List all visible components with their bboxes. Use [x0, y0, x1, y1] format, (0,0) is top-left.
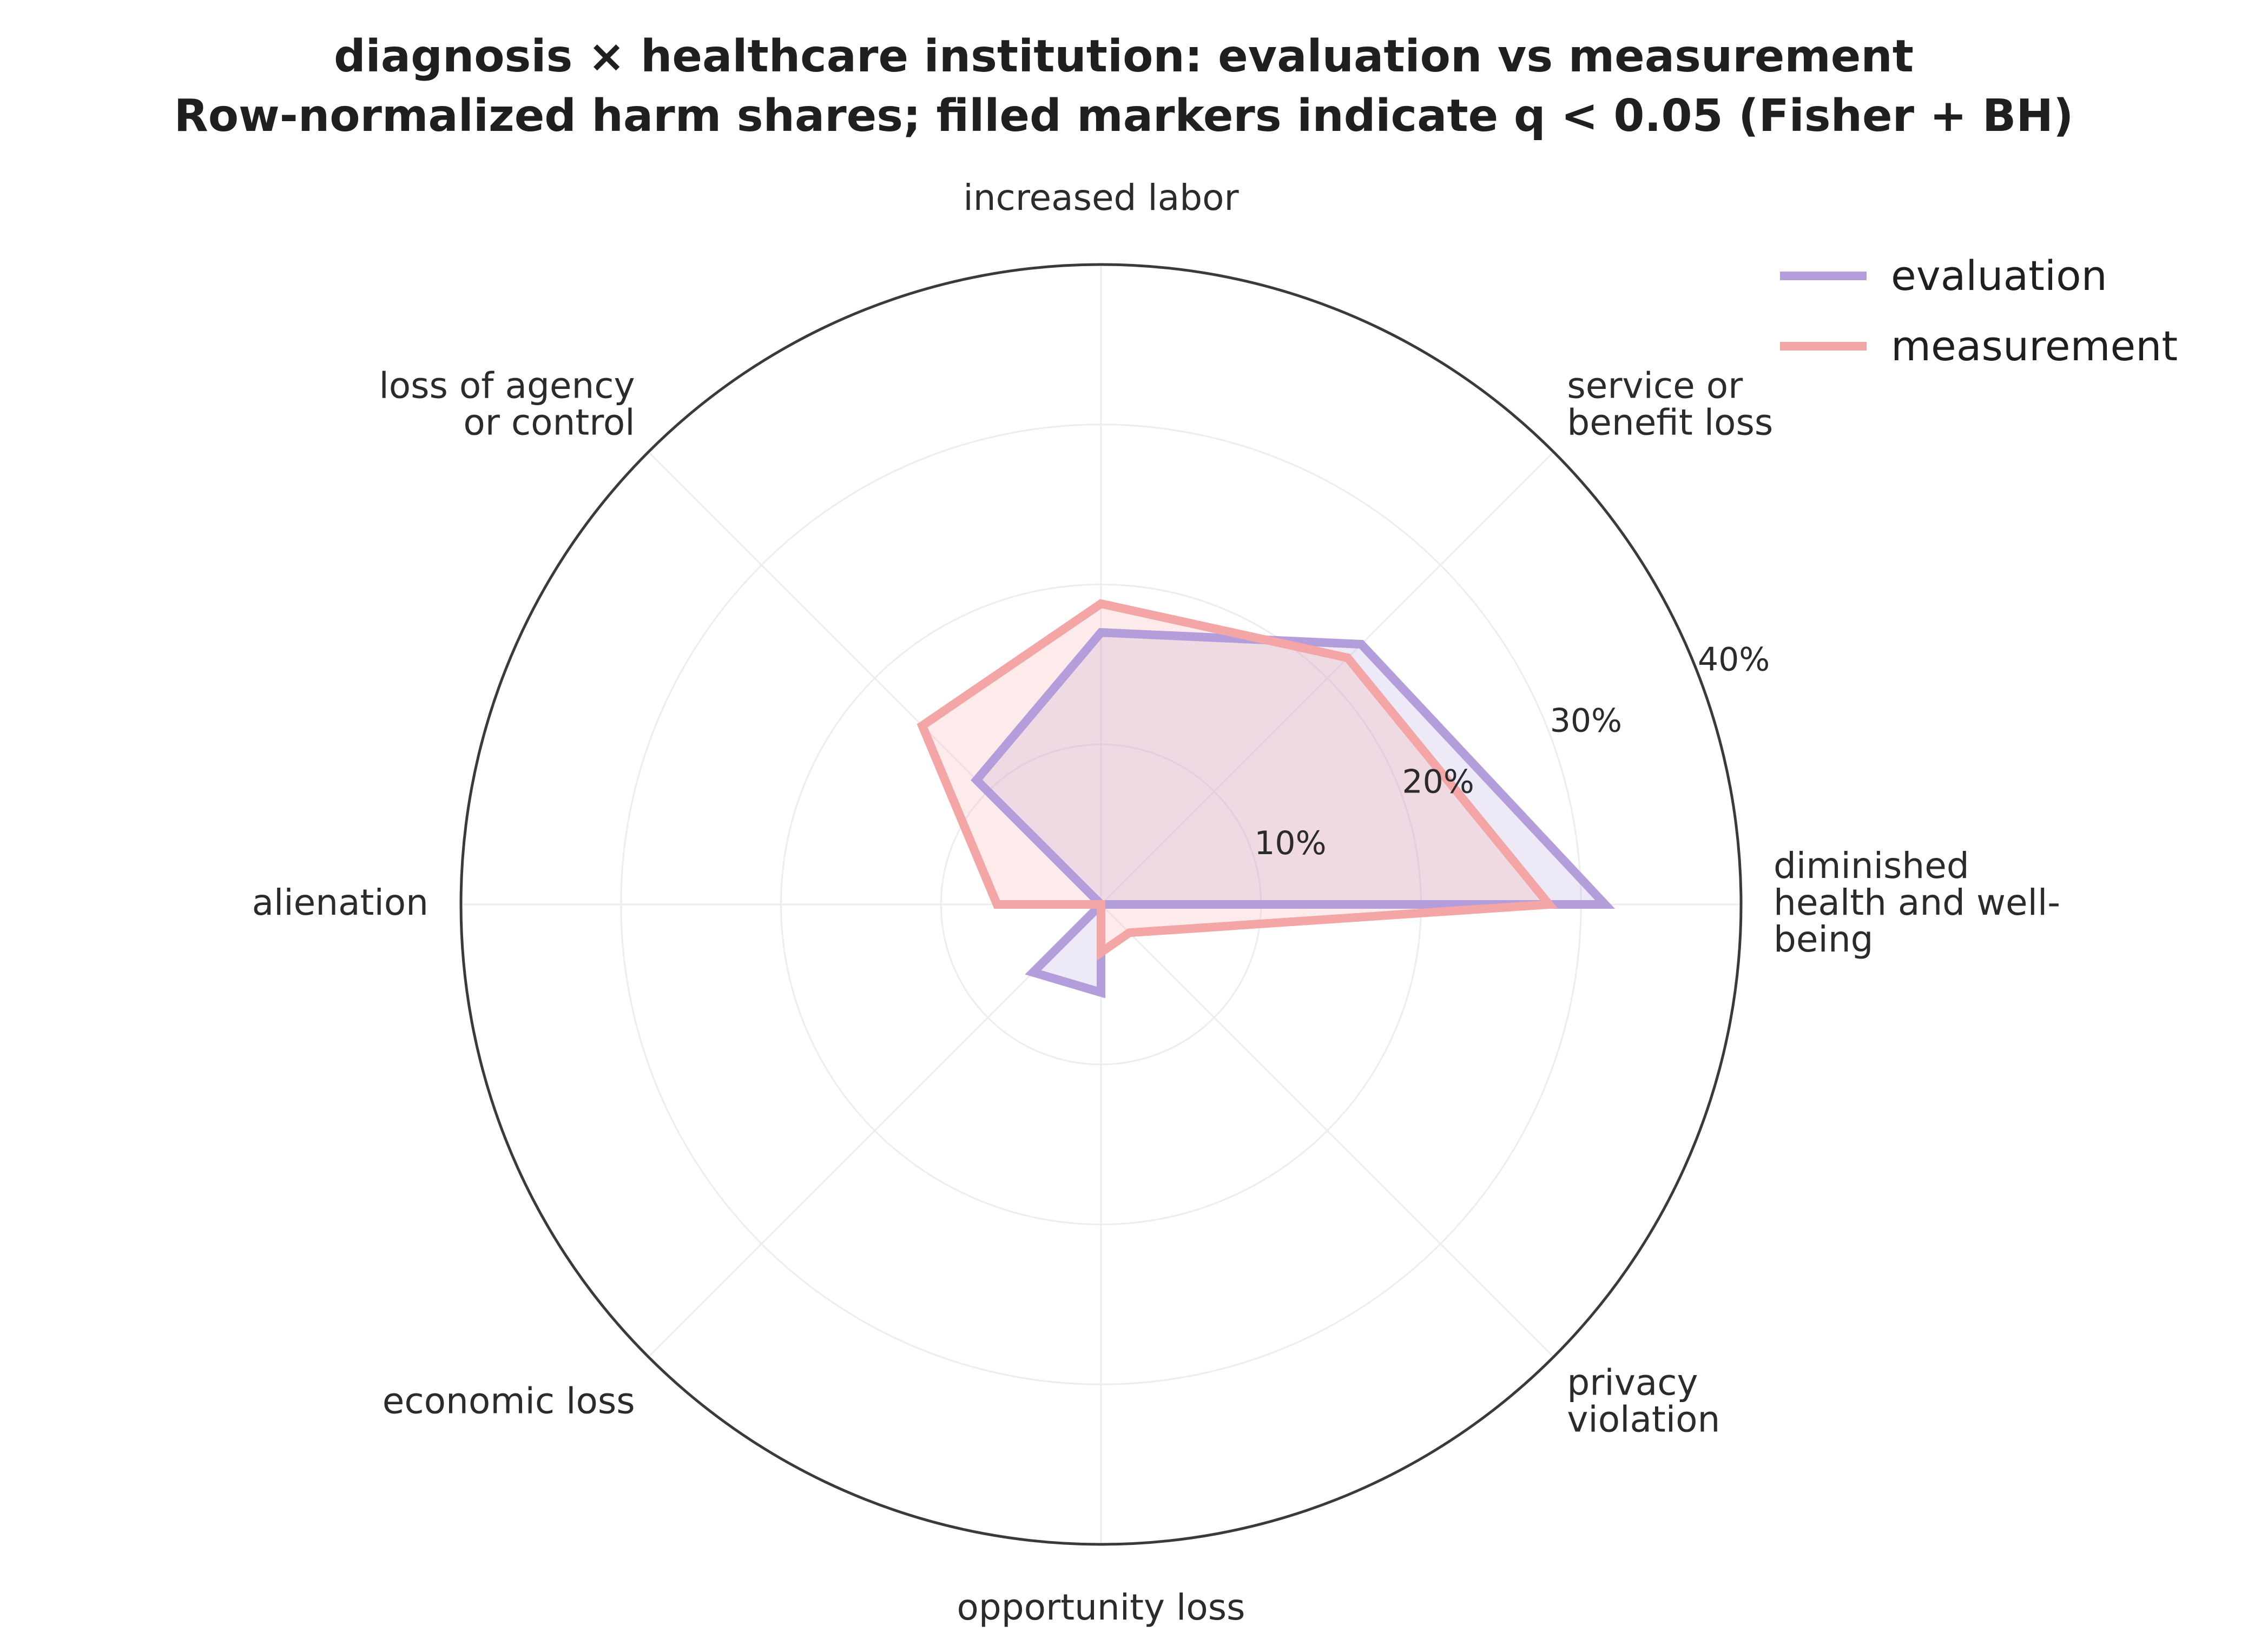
- radial-tick-label: 20%: [1402, 763, 1474, 801]
- outer-frame: [459, 263, 1743, 1546]
- category-label-line: benefit loss: [1567, 402, 1773, 444]
- category-label-line: diminished: [1774, 845, 1969, 887]
- category-label-line: alienation: [252, 882, 428, 923]
- series-fill-measurement: [922, 604, 1550, 953]
- spoke-5: [648, 903, 1102, 1358]
- category-label: alienation: [252, 882, 428, 923]
- radial-tick-label: 40%: [1698, 640, 1770, 678]
- category-label-line: service or: [1567, 365, 1743, 407]
- legend-label: measurement: [1891, 322, 2178, 370]
- category-labels: diminished health and well-being service o…: [252, 177, 2061, 1628]
- spoke-7: [1100, 903, 1554, 1358]
- category-label-line: increased labor: [963, 177, 1239, 219]
- category-label: privacy violation: [1567, 1362, 1720, 1440]
- category-label-line: economic loss: [383, 1380, 635, 1422]
- category-label: economic loss: [383, 1380, 635, 1422]
- radial-tick-label: 30%: [1550, 702, 1622, 739]
- category-label-line: violation: [1567, 1398, 1720, 1440]
- category-label-line: privacy: [1567, 1362, 1698, 1403]
- spoke-1: [1100, 451, 1554, 906]
- outer-circle: [459, 263, 1743, 1546]
- legend: evaluation measurement: [1780, 252, 2178, 370]
- category-label-line: opportunity loss: [957, 1587, 1245, 1628]
- radial-tick-label: 10%: [1254, 824, 1326, 862]
- radial-tick-labels: 10% 20% 30% 40%: [1254, 640, 1770, 862]
- category-label-line: being: [1774, 918, 1874, 960]
- legend-label: evaluation: [1891, 252, 2107, 300]
- category-label-line: or control: [463, 402, 635, 444]
- category-label-line: loss of agency: [379, 365, 635, 407]
- category-label: loss of agency or control: [379, 365, 635, 444]
- chart-subtitle: Row-normalized harm shares; filled marke…: [174, 90, 2074, 142]
- category-label: increased labor: [963, 177, 1239, 219]
- series-polygons: [917, 599, 1616, 999]
- category-label: diminished health and well-being: [1774, 845, 2060, 960]
- category-label-line: health and well-: [1774, 882, 2060, 923]
- category-label: service or benefit loss: [1567, 365, 1773, 444]
- category-label: opportunity loss: [957, 1587, 1245, 1628]
- series-line-measurement: [917, 599, 1558, 961]
- chart-title: diagnosis × healthcare institution: eval…: [334, 31, 1914, 82]
